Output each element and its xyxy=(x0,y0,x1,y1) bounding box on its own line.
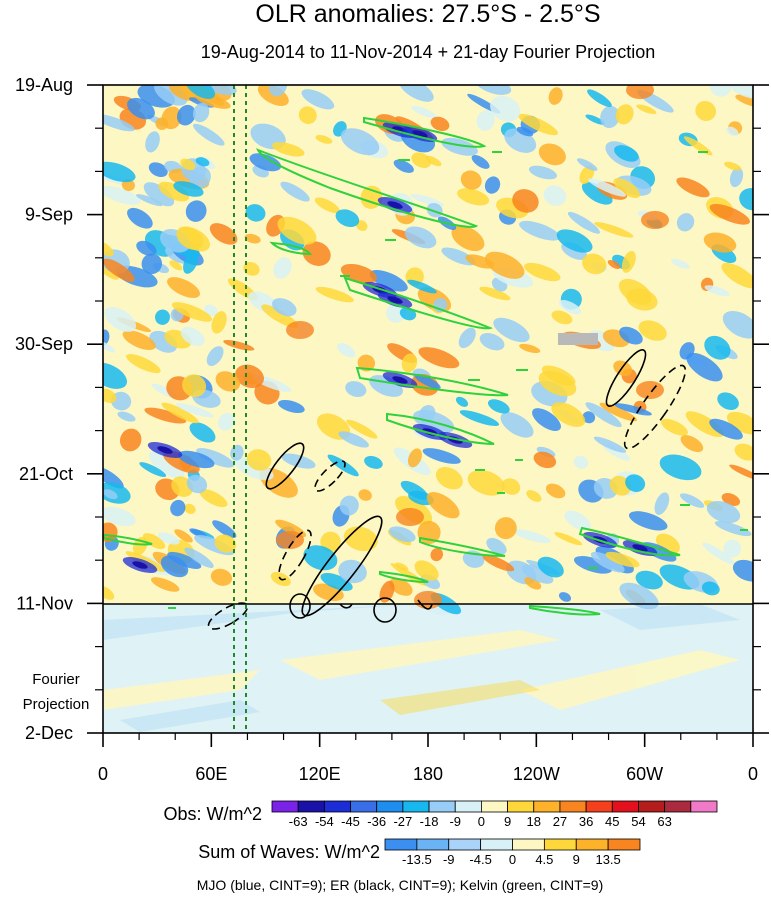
colorbar-tick-label: 36 xyxy=(579,814,593,829)
colorbar-tick-label: 0 xyxy=(509,852,516,867)
y-tick-label: 9-Sep xyxy=(25,205,73,225)
colorbar-swatch xyxy=(664,800,692,813)
olr-anomaly-field xyxy=(103,85,753,616)
chart-subtitle: 19-Aug-2014 to 11-Nov-2014 + 21-day Four… xyxy=(201,42,655,62)
colorbar-swatch xyxy=(323,800,351,813)
colorbar-tick-label: 45 xyxy=(605,814,619,829)
colorbar-swatch xyxy=(543,838,577,851)
colorbar-tick-label: -27 xyxy=(393,814,412,829)
colorbar-swatch xyxy=(271,800,299,813)
projection-bands xyxy=(103,604,740,732)
colorbar-swatch xyxy=(638,800,666,813)
x-axis: 0 60E 120E 180 120W 60W 0 xyxy=(98,733,758,784)
colorbar-swatch xyxy=(350,800,378,813)
colorbar-swatch xyxy=(585,800,613,813)
waves-colorbar: -13.5 -9 -4.5 0 4.5 9 13.5 xyxy=(384,838,641,867)
colorbar-tick-label: 27 xyxy=(553,814,567,829)
er-contours xyxy=(265,349,647,623)
y-tick-label: 11-Nov xyxy=(16,593,73,613)
colorbar-tick-label: 9 xyxy=(504,814,511,829)
x-tick-label: 120W xyxy=(513,764,560,784)
plot-area xyxy=(103,85,753,733)
colorbar-tick-label: 4.5 xyxy=(535,852,553,867)
obs-colorbar-label: Obs: W/m^2 xyxy=(164,804,262,824)
colorbar-swatch xyxy=(416,838,450,851)
x-tick-label: 0 xyxy=(98,764,108,784)
colorbar-tick-label: -36 xyxy=(367,814,386,829)
colorbar-swatch xyxy=(611,800,639,813)
projection-label-line-1: Fourier xyxy=(32,671,80,688)
colorbar-tick-label: -4.5 xyxy=(469,852,491,867)
colorbar-tick-label: 13.5 xyxy=(595,852,620,867)
colorbar-swatch xyxy=(297,800,325,813)
colorbar-swatch xyxy=(448,838,482,851)
colorbar-tick-label: -9 xyxy=(443,852,455,867)
colorbar-swatch xyxy=(480,838,513,851)
colorbar-tick-label: -18 xyxy=(420,814,439,829)
colorbar-swatch xyxy=(384,838,418,851)
x-tick-label: 120E xyxy=(299,764,341,784)
y-tick-label: 21-Oct xyxy=(19,464,73,484)
kelvin-contours xyxy=(103,116,748,616)
missing-data-box xyxy=(558,333,598,345)
colorbar-swatch xyxy=(376,800,404,813)
colorbar-tick-label: -63 xyxy=(289,814,308,829)
projection-label-line-2: Projection xyxy=(23,696,90,713)
waves-colorbar-label: Sum of Waves: W/m^2 xyxy=(198,842,380,862)
colorbar-tick-label: 18 xyxy=(527,814,541,829)
x-tick-label: 0 xyxy=(748,764,758,784)
x-tick-label: 60W xyxy=(626,764,663,784)
colorbar-swatch xyxy=(533,800,561,813)
colorbar-swatch xyxy=(559,800,587,813)
colorbar-tick-label: -54 xyxy=(315,814,334,829)
colorbar-swatch xyxy=(607,838,641,851)
chart-title: OLR anomalies: 27.5°S - 2.5°S xyxy=(255,0,600,28)
colorbar-swatch xyxy=(575,838,609,851)
y-tick-label: 19-Aug xyxy=(15,75,73,95)
y-tick-label: 30-Sep xyxy=(15,334,73,354)
y-tick-label: 2-Dec xyxy=(25,723,73,743)
x-tick-label: 60E xyxy=(195,764,227,784)
colorbar-swatch xyxy=(428,800,456,813)
colorbar-swatch xyxy=(481,800,508,813)
er-negative-contours xyxy=(207,364,687,630)
wave-legend-footnote: MJO (blue, CINT=9); ER (black, CINT=9); … xyxy=(197,877,604,893)
colorbar-swatch xyxy=(507,800,535,813)
y-axis: 19-Aug 9-Sep 30-Sep 21-Oct 11-Nov 2-Dec xyxy=(15,75,769,743)
colorbar-tick-label: 54 xyxy=(631,814,645,829)
colorbar-swatch xyxy=(402,800,430,813)
obs-colorbar: -63 -54 -45 -36 -27 -18 -9 0 9 18 27 36 45 54 63 xyxy=(271,800,718,829)
colorbar-swatch xyxy=(454,800,482,813)
colorbar-tick-label: 9 xyxy=(573,852,580,867)
colorbar-swatch xyxy=(512,838,545,851)
colorbar-swatch xyxy=(690,800,718,813)
colorbar-tick-label: -13.5 xyxy=(402,852,432,867)
colorbar-tick-label: 63 xyxy=(657,814,671,829)
colorbar-tick-label: -45 xyxy=(341,814,360,829)
x-tick-label: 180 xyxy=(413,764,443,784)
colorbar-tick-label: -9 xyxy=(449,814,461,829)
colorbar-tick-label: 0 xyxy=(478,814,485,829)
